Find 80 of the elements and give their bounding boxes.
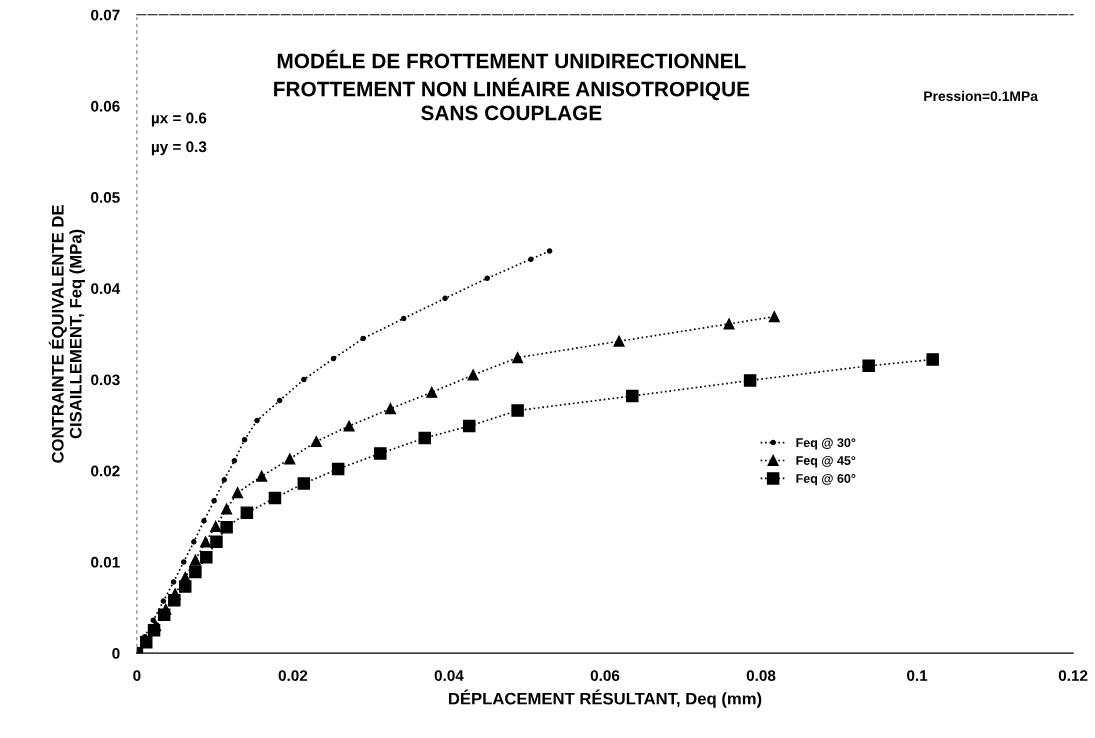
point [331,462,345,476]
point [310,435,322,448]
point [200,551,213,564]
point [199,536,212,548]
y-tick-label: 0.07 [91,9,120,21]
point [231,457,238,464]
x-tick-label: 0 [133,670,141,682]
point [157,608,171,622]
x-tick-label: 0.06 [590,670,620,682]
y-tick-label: 0.03 [91,374,120,386]
point [178,580,192,593]
point [546,248,553,254]
y-tick-label: 0 [112,648,120,659]
point [221,477,228,483]
y-tick-label: 0.04 [91,283,121,295]
point [139,635,153,649]
point [297,477,311,490]
point [276,397,283,404]
point [256,470,268,482]
legend-label: Feq @ 60° [796,473,856,486]
point [512,352,524,364]
point [189,565,202,579]
point [768,311,780,323]
point [926,353,939,366]
y-tick-label: 0.05 [91,192,120,203]
y-tick-label: 0.02 [91,465,120,477]
point [467,369,479,381]
legend-label: Feq @ 30° [796,438,856,450]
point [343,420,355,432]
point [418,431,432,445]
point [231,487,244,499]
point [743,374,757,387]
point [613,335,625,347]
point [284,453,296,465]
text: MODÉLE DE FROTTEMENT UNIDIRECTIONNEL FROTTEMENT NON LINÉAIRE ANISOTROPIQUE SANS COUPLAGE [274,49,750,121]
point [400,315,407,322]
annotation: µy = 0.3 [151,141,207,156]
annotation: µx = 0.6 [151,112,207,127]
point [626,389,639,403]
x-tick-label: 0.12 [1058,670,1088,682]
point [210,520,222,532]
point [201,518,207,524]
x-axis-title: DÉPLACEMENT RÉSULTANT, Deq (mm) [449,689,762,708]
legend-label: Feq @ 45° [796,455,856,468]
point [189,554,201,566]
point [160,598,167,604]
point [462,419,476,433]
point [484,275,490,282]
point [511,404,524,417]
y-axis-title: CONTRAINTE ÉQUIVALENTE DE CISAILLEMENT, Feq (MPa) [48,205,85,463]
point [384,403,396,415]
point [330,355,337,362]
point [426,386,438,398]
point [191,539,197,545]
point [528,256,534,262]
x-tick-label: 0.02 [278,670,308,682]
point [301,376,307,383]
x-tick-label: 0.1 [907,670,928,682]
point [268,491,282,505]
y-tick-label: 0.01 [91,556,120,568]
x-tick-label: 0.04 [434,670,464,682]
point [374,447,387,460]
point [241,436,248,443]
point [210,535,223,549]
point [862,359,875,373]
point [168,593,181,607]
point [147,624,161,637]
point [221,503,233,515]
point [254,417,260,424]
point [360,335,366,342]
point [240,506,254,519]
annotation: Pression=0.1MPa [924,90,1039,102]
point [170,579,177,585]
point [220,521,233,534]
point [442,295,448,302]
y-tick-label: 0.06 [91,100,120,112]
point [723,318,735,330]
point [180,559,187,565]
point [211,498,217,504]
x-tick-label: 0.08 [746,670,776,682]
